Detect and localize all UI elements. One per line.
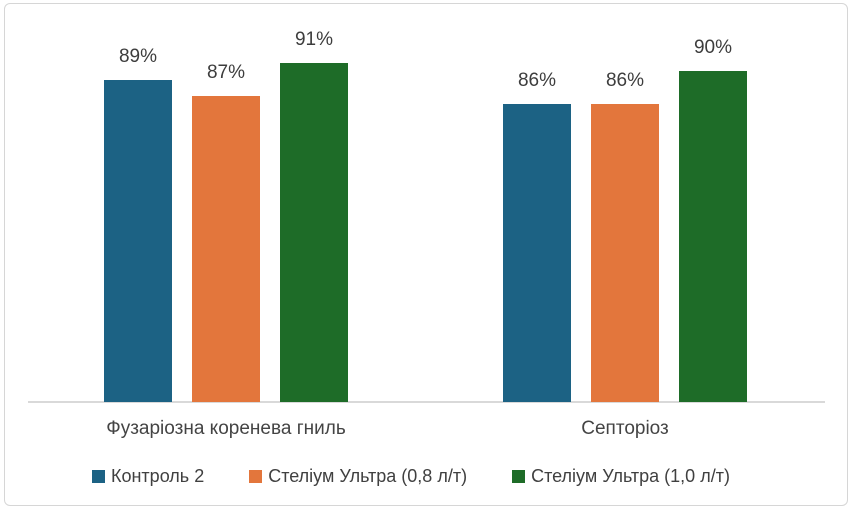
value-label: 89% (118, 46, 158, 67)
category-label: Септоріоз (581, 418, 669, 439)
legend-swatch-icon (92, 469, 105, 483)
bar-series1-group1 (104, 80, 172, 402)
value-label: 91% (294, 29, 334, 50)
bar-series3-group2 (679, 71, 747, 402)
bar-series1-group2 (503, 104, 571, 402)
bar-series2-group2 (591, 104, 659, 402)
value-label: 90% (693, 37, 733, 58)
category-label: Фузаріозна коренева гниль (106, 418, 346, 439)
bar-series3-group1 (280, 63, 348, 402)
legend-label: Контроль 2 (111, 465, 205, 486)
legend: Контроль 2 Стеліум Ультра (0,8 л/т) Стеліу… (92, 463, 730, 489)
legend-item-1: Контроль 2 (92, 466, 204, 487)
legend-item-2: Стеліум Ультра (0,8 л/т) (249, 466, 467, 487)
value-label: 86% (517, 70, 557, 91)
legend-swatch-icon (249, 469, 263, 483)
legend-label: Стеліум Ультра (0,8 л/т) (268, 465, 468, 486)
bar-series2-group1 (192, 96, 260, 402)
x-axis-line (28, 401, 825, 403)
value-label: 86% (605, 70, 645, 91)
legend-swatch-icon (512, 469, 526, 483)
legend-item-3: Стеліум Ультра (1,0 л/т) (512, 466, 730, 487)
legend-label: Стеліум Ультра (1,0 л/т) (531, 465, 730, 486)
value-label: 87% (206, 62, 246, 83)
